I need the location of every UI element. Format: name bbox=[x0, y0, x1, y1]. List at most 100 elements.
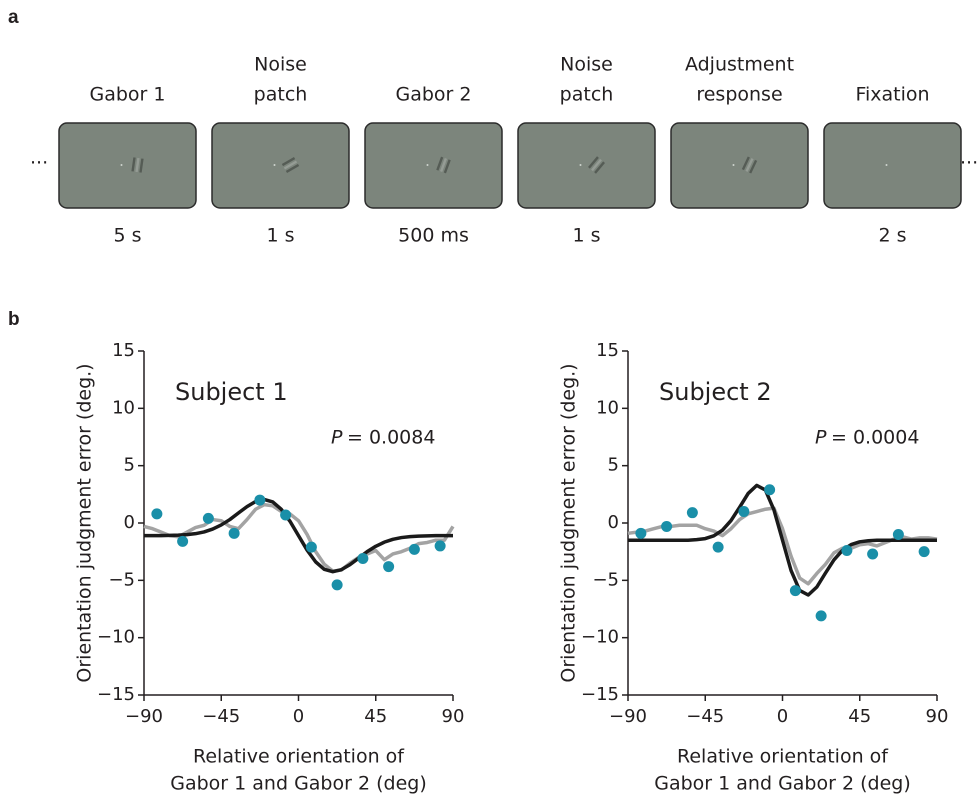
step-duration: 500 ms bbox=[398, 225, 469, 247]
data-point bbox=[815, 610, 827, 622]
y-tick-label: −15 bbox=[97, 684, 135, 705]
step-label: response bbox=[696, 84, 782, 106]
data-point bbox=[764, 484, 776, 496]
data-point bbox=[918, 546, 930, 558]
fixation-dot bbox=[579, 164, 582, 166]
stimulus bbox=[741, 156, 758, 174]
p-value: = 0.0084 bbox=[347, 427, 435, 449]
data-point bbox=[177, 535, 189, 547]
data-point bbox=[228, 527, 240, 539]
series-line bbox=[628, 483, 937, 597]
data-point bbox=[686, 507, 698, 519]
x-tick-label: −45 bbox=[202, 706, 240, 727]
data-point bbox=[841, 545, 853, 557]
stimulus-stripe bbox=[588, 156, 599, 169]
x-tick-label: −90 bbox=[125, 706, 163, 727]
y-tick-label: 15 bbox=[112, 340, 135, 361]
data-point bbox=[202, 512, 214, 524]
stimulus-frame bbox=[670, 122, 809, 209]
stimulus-frame bbox=[58, 122, 197, 209]
panel-label: b bbox=[8, 309, 20, 330]
stimulus-stripe bbox=[749, 159, 758, 174]
data-point bbox=[305, 541, 317, 553]
stimulus-stripe bbox=[131, 157, 136, 172]
fixation-dot bbox=[885, 164, 888, 166]
step-label: Gabor 2 bbox=[396, 84, 472, 106]
step-label: Noise bbox=[254, 54, 307, 76]
data-point bbox=[738, 506, 750, 518]
fixation-dot bbox=[273, 164, 276, 166]
step-duration: 1 s bbox=[266, 225, 294, 247]
y-tick-label: 10 bbox=[596, 397, 619, 418]
fixation-dot bbox=[120, 164, 123, 166]
series-line bbox=[144, 497, 453, 574]
x-axis-title: Relative orientation of bbox=[193, 746, 405, 768]
data-point bbox=[331, 579, 343, 591]
x-tick-label: 90 bbox=[442, 706, 465, 727]
data-point bbox=[383, 561, 395, 573]
fixation-dot bbox=[426, 164, 429, 166]
p-value: = 0.0004 bbox=[831, 427, 919, 449]
y-tick-label: 5 bbox=[608, 455, 619, 476]
stimulus bbox=[281, 156, 300, 174]
x-tick-label: 0 bbox=[777, 706, 788, 727]
stimulus-frame bbox=[823, 122, 962, 209]
step-label: Fixation bbox=[855, 84, 929, 106]
y-tick-label: −5 bbox=[108, 569, 135, 590]
stimulus-frame bbox=[211, 122, 350, 209]
data-point bbox=[434, 540, 446, 552]
y-tick-label: 10 bbox=[112, 397, 135, 418]
stimulus-frame bbox=[517, 122, 656, 209]
p-symbol: P bbox=[331, 427, 343, 449]
step-label: Gabor 1 bbox=[90, 84, 166, 106]
stimulus-stripe bbox=[594, 161, 605, 174]
ellipsis: ... bbox=[30, 147, 48, 169]
stimulus-stripe bbox=[283, 160, 298, 170]
data-point bbox=[635, 527, 647, 539]
y-tick-label: 0 bbox=[124, 512, 135, 533]
stimulus-stripe bbox=[285, 163, 300, 174]
step-label: patch bbox=[254, 84, 308, 106]
step-label: patch bbox=[560, 84, 614, 106]
y-tick-label: −5 bbox=[592, 569, 619, 590]
stimulus-stripe bbox=[443, 159, 451, 174]
panel-label: a bbox=[8, 7, 19, 28]
stimulus-stripe bbox=[591, 158, 602, 172]
stimulus-stripe bbox=[439, 158, 448, 172]
step-duration: 5 s bbox=[113, 225, 141, 247]
data-point bbox=[661, 520, 673, 532]
y-tick-label: −10 bbox=[97, 627, 135, 648]
stimulus-stripe bbox=[281, 156, 296, 167]
data-point bbox=[867, 548, 879, 560]
stimulus bbox=[131, 157, 144, 173]
y-tick-label: 15 bbox=[596, 340, 619, 361]
data-point bbox=[254, 494, 266, 506]
stimulus-frame bbox=[364, 122, 503, 209]
subject-title: Subject 2 bbox=[659, 378, 772, 406]
stimulus-stripe bbox=[135, 157, 140, 173]
x-axis-title: Gabor 1 and Gabor 2 (deg) bbox=[654, 773, 910, 795]
p-symbol: P bbox=[815, 427, 827, 449]
step-label: Adjustment bbox=[685, 54, 794, 76]
series-line bbox=[143, 502, 455, 573]
subject-title: Subject 1 bbox=[175, 378, 288, 406]
stimulus bbox=[588, 156, 605, 174]
y-tick-label: −15 bbox=[581, 684, 619, 705]
data-point bbox=[151, 508, 163, 520]
y-axis-title: Orientation judgment error (deg.) bbox=[558, 363, 580, 682]
step-duration: 1 s bbox=[572, 225, 600, 247]
x-tick-label: −90 bbox=[609, 706, 647, 727]
x-axis-title: Relative orientation of bbox=[677, 746, 889, 768]
x-axis-title: Gabor 1 and Gabor 2 (deg) bbox=[170, 773, 426, 795]
step-duration: 2 s bbox=[878, 225, 906, 247]
stimulus-stripe bbox=[745, 158, 754, 172]
x-tick-label: 45 bbox=[848, 706, 871, 727]
x-tick-label: −45 bbox=[686, 706, 724, 727]
data-point bbox=[892, 528, 904, 540]
fixation-dot bbox=[732, 164, 735, 166]
x-tick-label: 90 bbox=[926, 706, 949, 727]
data-point bbox=[357, 553, 369, 565]
x-tick-label: 45 bbox=[364, 706, 387, 727]
y-tick-label: 5 bbox=[124, 455, 135, 476]
